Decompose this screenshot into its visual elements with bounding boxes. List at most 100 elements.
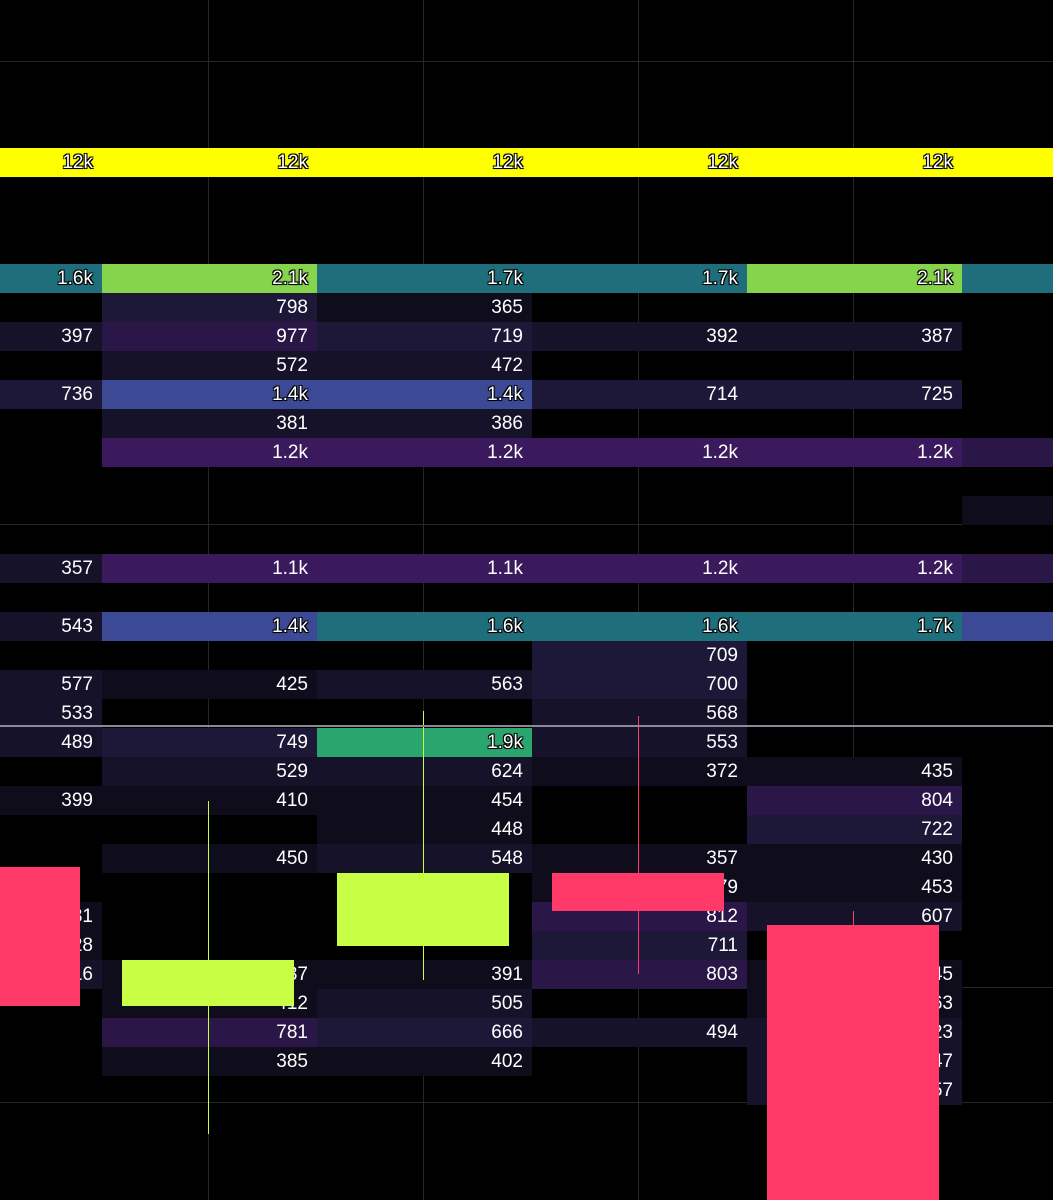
heatmap-value-label: 577 (61, 674, 93, 695)
heatmap-value-label: 2.1k (272, 268, 308, 289)
heatmap-value-label: 1.4k (272, 616, 308, 637)
heatmap-value-label: 494 (706, 1022, 738, 1043)
current-price-line (0, 725, 1053, 728)
heatmap-value-label: 381 (276, 413, 308, 434)
heatmap-cell (854, 786, 962, 815)
heatmap-cell (102, 844, 209, 873)
heatmap-value-label: 781 (276, 1022, 308, 1043)
heatmap-value-label: 12k (492, 152, 523, 173)
heatmap-value-label: 1.9k (487, 732, 523, 753)
heatmap-cell (209, 293, 317, 322)
heatmap-value-label: 607 (921, 906, 953, 927)
heatmap-cell (317, 670, 424, 699)
heatmap-value-label: 624 (491, 761, 523, 782)
heatmap-cell (532, 322, 639, 351)
heatmap-cell (639, 612, 747, 641)
heatmap-cell (102, 409, 209, 438)
heatmap-value-label: 1.2k (272, 442, 308, 463)
heatmap-cell (317, 322, 424, 351)
heatmap-cell (317, 1018, 424, 1047)
heatmap-cell (0, 380, 102, 409)
heatmap-cell (0, 322, 102, 351)
heatmap-cell (639, 554, 747, 583)
heatmap-cell (209, 264, 317, 293)
heatmap-cell (424, 670, 532, 699)
vertical-gridline (423, 0, 424, 1200)
heatmap-value-label: 391 (491, 964, 523, 985)
heatmap-cell (209, 786, 317, 815)
heatmap-cell (854, 264, 962, 293)
heatmap-cell (102, 438, 209, 467)
heatmap-cell (317, 757, 424, 786)
heatmap-value-label: 453 (921, 877, 953, 898)
heatmap-cell (102, 322, 209, 351)
heatmap-value-label: 543 (61, 616, 93, 637)
heatmap-cell (209, 322, 317, 351)
heatmap-value-label: 1.2k (702, 558, 738, 579)
heatmap-cell (0, 612, 102, 641)
heatmap-cell (424, 293, 532, 322)
heatmap-value-label: 736 (61, 384, 93, 405)
heatmap-cell (424, 786, 532, 815)
heatmap-value-label: 1.4k (487, 384, 523, 405)
heatmap-value-label: 563 (491, 674, 523, 695)
heatmap-cell (209, 1018, 317, 1047)
heatmap-cell (317, 786, 424, 815)
heatmap-cell (424, 612, 532, 641)
heatmap-cell (317, 351, 424, 380)
heatmap-cell (317, 380, 424, 409)
heatmap-cell (102, 786, 209, 815)
heatmap-cell (532, 641, 639, 670)
heatmap-value-label: 548 (491, 848, 523, 869)
heatmap-value-label: 12k (62, 152, 93, 173)
heatmap-cell (424, 960, 532, 989)
heatmap-cell (424, 554, 532, 583)
candle-wick (638, 716, 639, 975)
heatmap-value-label: 977 (276, 326, 308, 347)
heatmap-cell (747, 612, 854, 641)
heatmap-value-label: 435 (921, 761, 953, 782)
heatmap-cell (639, 264, 747, 293)
heatmap-cell (747, 264, 854, 293)
heatmap-cell (317, 989, 424, 1018)
heatmap-value-label: 505 (491, 993, 523, 1014)
heatmap-cell (747, 148, 854, 177)
heatmap-value-label: 719 (491, 326, 523, 347)
heatmap-cell (102, 612, 209, 641)
vertical-gridline (638, 0, 639, 1200)
heatmap-cell (747, 438, 854, 467)
horizontal-gridline (0, 524, 1053, 525)
heatmap-cell (102, 554, 209, 583)
heatmap-value-label: 1.2k (487, 442, 523, 463)
heatmap-cell (854, 757, 962, 786)
horizontal-gridline (0, 61, 1053, 62)
heatmap-cell (532, 757, 639, 786)
candle-body (337, 873, 509, 946)
heatmap-value-label: 387 (921, 326, 953, 347)
heatmap-cell (209, 728, 317, 757)
heatmap-value-label: 533 (61, 703, 93, 724)
heatmap-cell (0, 554, 102, 583)
heatmap-cell (102, 670, 209, 699)
heatmap-cell (209, 409, 317, 438)
heatmap-cell (639, 844, 747, 873)
heatmap-cell (102, 1047, 209, 1076)
heatmap-cell (102, 380, 209, 409)
heatmap-value-label: 397 (61, 326, 93, 347)
heatmap-cell (639, 670, 747, 699)
heatmap-value-label: 1.7k (702, 268, 738, 289)
heatmap-value-label: 2.1k (917, 268, 953, 289)
heatmap-value-label: 700 (706, 674, 738, 695)
heatmap-cell (962, 264, 1053, 293)
heatmap-cell (639, 438, 747, 467)
heatmap-value-label: 12k (922, 152, 953, 173)
heatmap-value-label: 454 (491, 790, 523, 811)
heatmap-cell (317, 612, 424, 641)
heatmap-cell (532, 380, 639, 409)
heatmap-cell (639, 1018, 747, 1047)
heatmap-value-label: 1.6k (57, 268, 93, 289)
heatmap-value-label: 472 (491, 355, 523, 376)
heatmap-cell (854, 380, 962, 409)
